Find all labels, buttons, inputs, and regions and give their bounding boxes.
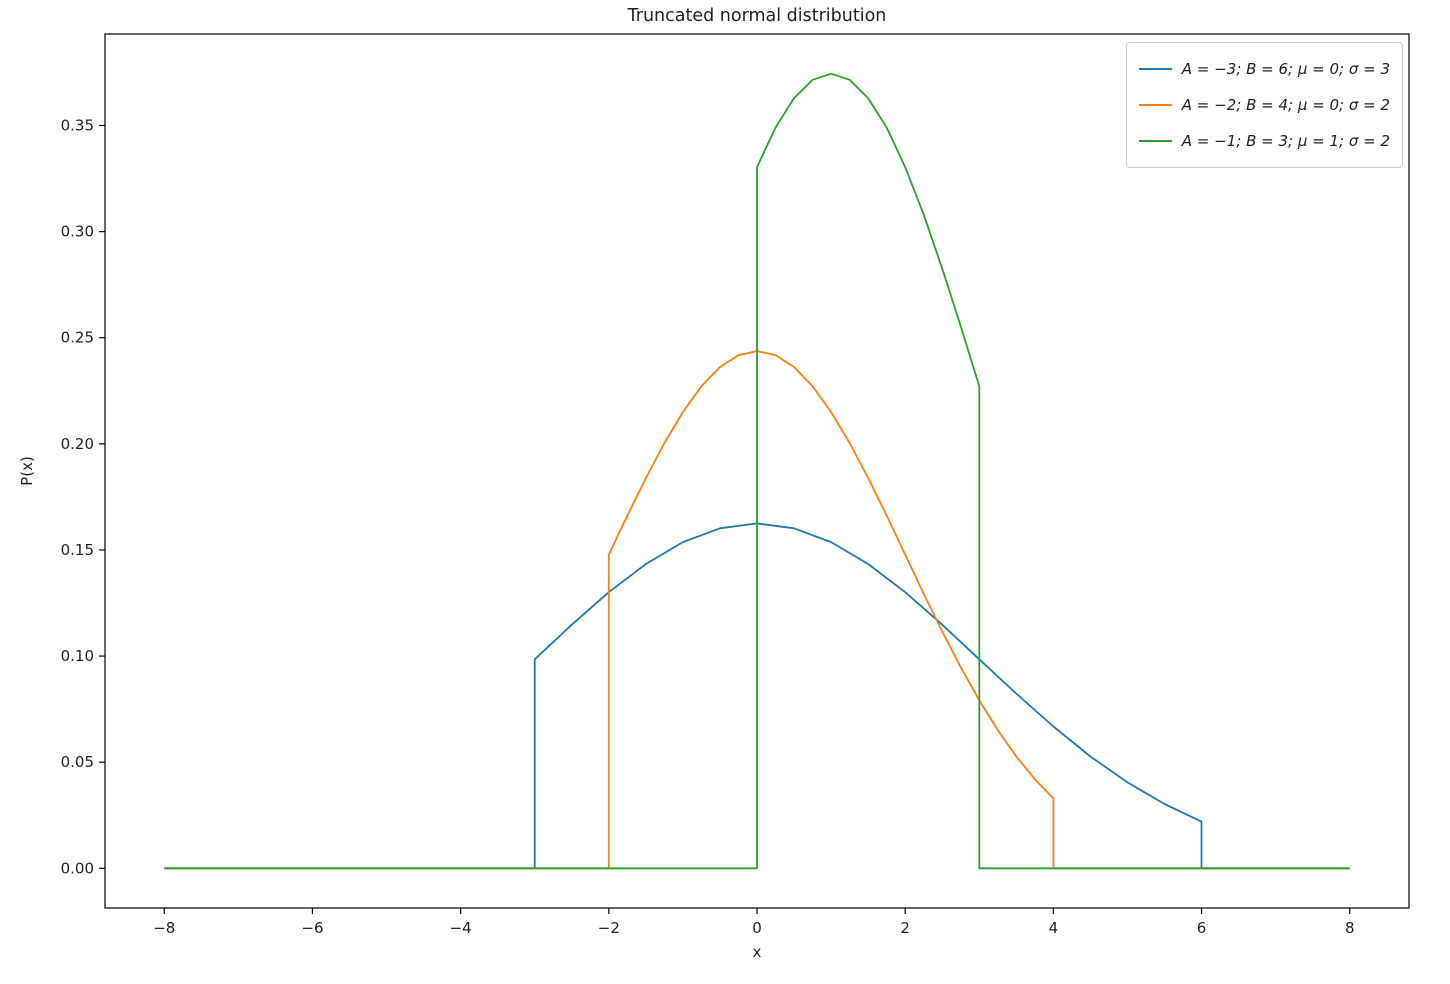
x-tick-label: 0 <box>752 919 762 937</box>
x-tick-label: −8 <box>153 919 175 937</box>
series-line-2 <box>164 350 1350 870</box>
series-line-1 <box>164 522 1350 870</box>
legend-line-swatch-blue <box>1138 68 1172 70</box>
legend-item: A = −1; B = 3; μ = 1; σ = 2 <box>1138 123 1390 159</box>
x-tick-label: 4 <box>1049 919 1059 937</box>
legend-line-swatch-green <box>1138 140 1172 142</box>
legend-line-swatch-orange <box>1138 104 1172 106</box>
y-tick-label: 0.10 <box>61 647 94 665</box>
legend-label: A = −3; B = 6; μ = 0; σ = 3 <box>1181 60 1390 78</box>
y-tick-label: 0.00 <box>61 859 94 877</box>
y-tick-label: 0.20 <box>61 435 94 453</box>
series-line-3 <box>164 72 1350 870</box>
legend-item: A = −3; B = 6; μ = 0; σ = 3 <box>1138 51 1390 87</box>
y-tick-label: 0.15 <box>61 541 94 559</box>
x-tick-label: 8 <box>1345 919 1355 937</box>
legend-label: A = −1; B = 3; μ = 1; σ = 2 <box>1181 132 1390 150</box>
legend: A = −3; B = 6; μ = 0; σ = 3 A = −2; B = … <box>1125 42 1403 168</box>
x-tick-label: 6 <box>1197 919 1207 937</box>
x-tick-label: −2 <box>598 919 620 937</box>
legend-label: A = −2; B = 4; μ = 0; σ = 2 <box>1181 96 1390 114</box>
chart-title: Truncated normal distribution <box>627 6 887 26</box>
x-tick-label: −6 <box>301 919 323 937</box>
y-tick-label: 0.35 <box>61 116 94 134</box>
y-tick-label: 0.30 <box>61 223 94 241</box>
y-tick-label: 0.05 <box>61 753 94 771</box>
x-axis-label: x <box>752 943 762 961</box>
legend-item: A = −2; B = 4; μ = 0; σ = 2 <box>1138 87 1390 123</box>
y-tick-label: 0.25 <box>61 329 94 347</box>
x-tick-label: 2 <box>900 919 910 937</box>
x-tick-label: −4 <box>450 919 472 937</box>
y-axis-label: P(x) <box>18 456 36 486</box>
